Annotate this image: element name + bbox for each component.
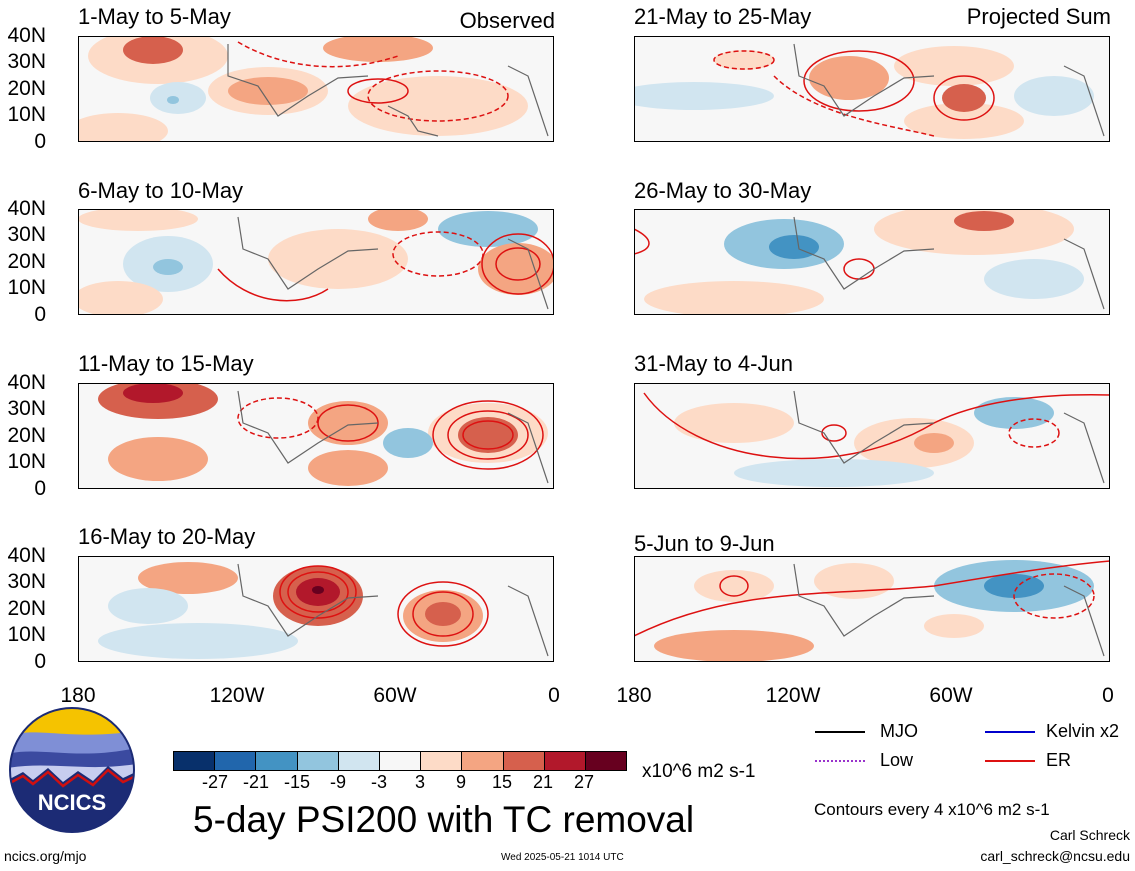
site-link[interactable]: ncics.org/mjo <box>4 848 87 864</box>
lon-tick-60w: 60W <box>929 684 973 707</box>
colorbar <box>173 751 627 771</box>
lat-tick-0: 0 <box>34 303 46 326</box>
panel-title-8: 5-Jun to 9-Jun <box>634 531 775 556</box>
lon-tick-180: 180 <box>60 684 96 707</box>
logo-text: NCICS <box>38 790 106 815</box>
map-panel-5 <box>78 383 554 489</box>
lat-tick-10n: 10N <box>7 276 46 299</box>
lat-tick-30n: 30N <box>7 223 46 246</box>
legend-line-kelvin <box>985 731 1035 733</box>
panel-title-2: 21-May to 25-May <box>634 4 812 29</box>
colorbar-label: -3 <box>370 772 388 792</box>
lat-tick-30n: 30N <box>7 50 46 73</box>
contour-note: Contours every 4 x10^6 m2 s-1 <box>814 800 1050 819</box>
colorbar-label: 21 <box>532 772 554 792</box>
colorbar-swatch <box>462 752 504 770</box>
colorbar-swatch <box>421 752 463 770</box>
lat-tick-30n: 30N <box>7 570 46 593</box>
map-panel-1 <box>78 36 554 142</box>
lon-tick-0: 0 <box>548 684 560 707</box>
colorbar-swatch <box>174 752 216 770</box>
colorbar-label: -27 <box>201 772 229 792</box>
timestamp: Wed 2025-05-21 1014 UTC <box>501 852 624 863</box>
lon-tick-120w: 120W <box>765 684 821 707</box>
legend-line-er <box>985 760 1035 762</box>
colorbar-label: 3 <box>414 772 426 792</box>
panel-title-5: 11-May to 15-May <box>78 351 254 376</box>
map-panel-2 <box>634 36 1110 142</box>
map-panel-7 <box>78 556 554 662</box>
map-panel-6 <box>634 383 1110 489</box>
legend-label-kelvin: Kelvin x2 <box>1046 721 1120 741</box>
author-name: Carl Schreck <box>1049 827 1130 843</box>
panel-title-3: 6-May to 10-May <box>78 178 244 203</box>
panel-title-6: 31-May to 4-Jun <box>634 351 793 376</box>
legend-label-er: ER <box>1046 750 1072 770</box>
map-panel-8 <box>634 556 1110 662</box>
legend-line-low <box>815 760 865 762</box>
panel-title-1: 1-May to 5-May <box>78 4 231 29</box>
lat-tick-10n: 10N <box>7 450 46 473</box>
colorbar-label: 9 <box>455 772 467 792</box>
map-panel-3 <box>78 209 554 315</box>
author-email: carl_schreck@ncsu.edu <box>980 848 1130 864</box>
lat-tick-0: 0 <box>34 650 46 673</box>
colorbar-swatch <box>215 752 257 770</box>
map-panel-4 <box>634 209 1110 315</box>
lat-tick-0: 0 <box>34 130 46 153</box>
colorbar-swatch <box>503 752 545 770</box>
lat-tick-10n: 10N <box>7 103 46 126</box>
lon-tick-180: 180 <box>616 684 652 707</box>
lon-tick-60w: 60W <box>373 684 417 707</box>
legend-label-low: Low <box>880 750 914 770</box>
lat-tick-40n: 40N <box>7 24 46 47</box>
colorbar-units: x10^6 m2 s-1 <box>642 761 756 782</box>
legend-line-mjo <box>815 731 865 733</box>
colorbar-label: -21 <box>242 772 270 792</box>
lat-tick-0: 0 <box>34 477 46 500</box>
lat-tick-20n: 20N <box>7 424 46 447</box>
panel-tag-projected: Projected Sum <box>966 4 1111 29</box>
legend-label-mjo: MJO <box>880 721 918 741</box>
colorbar-label: -15 <box>283 772 311 792</box>
main-title: 5-day PSI200 with TC removal <box>193 799 695 840</box>
lon-tick-120w: 120W <box>209 684 265 707</box>
lat-tick-20n: 20N <box>7 597 46 620</box>
colorbar-swatch <box>585 752 627 770</box>
panel-title-4: 26-May to 30-May <box>634 178 812 203</box>
colorbar-swatch <box>338 752 380 770</box>
colorbar-label: 15 <box>491 772 513 792</box>
lon-tick-0: 0 <box>1102 684 1114 707</box>
colorbar-swatch <box>297 752 339 770</box>
colorbar-label: -9 <box>329 772 347 792</box>
lat-tick-10n: 10N <box>7 623 46 646</box>
lat-tick-30n: 30N <box>7 397 46 420</box>
colorbar-swatch <box>544 752 586 770</box>
ncics-logo: NCICS <box>9 707 135 833</box>
colorbar-label: 27 <box>573 772 595 792</box>
lat-tick-40n: 40N <box>7 371 46 394</box>
lat-tick-20n: 20N <box>7 77 46 100</box>
colorbar-swatch <box>256 752 298 770</box>
colorbar-swatch <box>379 752 422 770</box>
lat-tick-40n: 40N <box>7 544 46 567</box>
lat-tick-20n: 20N <box>7 250 46 273</box>
lat-tick-40n: 40N <box>7 197 46 220</box>
panel-tag-observed: Observed <box>459 8 555 33</box>
panel-title-7: 16-May to 20-May <box>78 524 256 549</box>
